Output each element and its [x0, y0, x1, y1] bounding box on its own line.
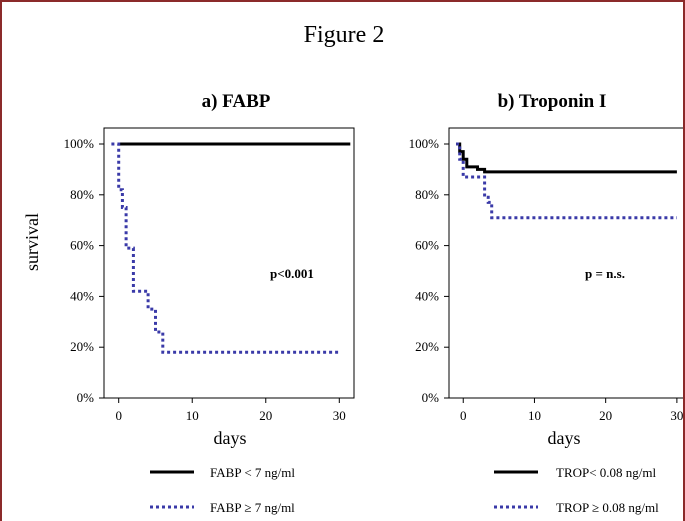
panel-b-title: b) Troponin I [498, 91, 607, 112]
survival-curve-high [111, 142, 340, 354]
y-tick-label: 100% [409, 136, 440, 151]
x-tick-label: 0 [460, 408, 467, 423]
panel-a-x-ticks: 0 10 20 30 [115, 398, 346, 423]
y-tick-label: 60% [415, 238, 439, 253]
x-tick-label: 30 [333, 408, 346, 423]
legend-a: FABP < 7 ng/ml FABP ≥ 7 ng/ml [150, 465, 295, 515]
y-tick-label: 60% [70, 238, 94, 253]
y-tick-label: 40% [70, 288, 94, 303]
y-tick-label: 40% [415, 288, 439, 303]
panel-b-lines [456, 142, 677, 220]
panel-b-x-ticks: 0 10 20 30 [460, 398, 683, 423]
y-tick-label: 0% [422, 390, 440, 405]
y-tick-label: 0% [77, 390, 95, 405]
panel-a-x-axis-label: days [214, 428, 247, 448]
panel-b-y-ticks: 0% 20% 40% 60% 80% 100% [409, 136, 449, 405]
survival-curve-low [456, 142, 677, 174]
x-tick-label: 0 [115, 408, 122, 423]
x-tick-label: 20 [259, 408, 272, 423]
panel-b: b) Troponin I 0% 20% 40% 60% 80% 100% 0 10 20 30… [409, 91, 683, 448]
x-tick-label: 30 [670, 408, 683, 423]
y-tick-label: 100% [64, 136, 95, 151]
panel-a-title: a) FABP [202, 91, 271, 112]
legend-a-solid-label: FABP < 7 ng/ml [210, 465, 295, 480]
panel-b-p-value: p = n.s. [585, 266, 625, 281]
panel-b-x-axis-label: days [548, 428, 581, 448]
panel-a-lines [111, 142, 351, 354]
x-tick-label: 20 [599, 408, 612, 423]
panel-a-frame [103, 127, 355, 399]
survival-curve-high [456, 142, 677, 220]
x-tick-label: 10 [528, 408, 541, 423]
legend-a-dotted-label: FABP ≥ 7 ng/ml [210, 500, 295, 515]
x-tick-label: 10 [186, 408, 199, 423]
y-tick-label: 20% [415, 339, 439, 354]
panel-a: a) FABP 0% 20% 40% 60% 80% 100% 0 10 20 30 survi… [22, 91, 355, 448]
legend-b-solid-label: TROP< 0.08 ng/ml [556, 465, 657, 480]
panel-b-frame [448, 127, 683, 399]
y-tick-label: 80% [70, 187, 94, 202]
y-tick-label: 80% [415, 187, 439, 202]
legend-b-dotted-label: TROP ≥ 0.08 ng/ml [556, 500, 659, 515]
panel-a-y-ticks: 0% 20% 40% 60% 80% 100% [64, 136, 104, 405]
panel-a-y-axis-label: survival [22, 213, 42, 271]
y-tick-label: 20% [70, 339, 94, 354]
figure-title: Figure 2 [304, 22, 385, 48]
panel-a-p-value: p<0.001 [270, 266, 314, 281]
legend-b: TROP< 0.08 ng/ml TROP ≥ 0.08 ng/ml [494, 465, 659, 515]
